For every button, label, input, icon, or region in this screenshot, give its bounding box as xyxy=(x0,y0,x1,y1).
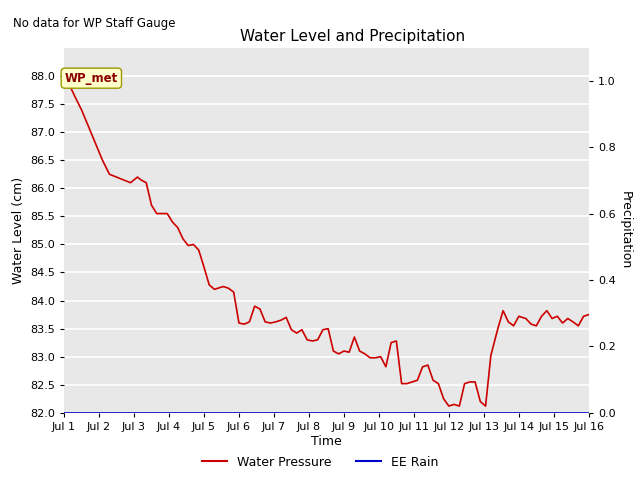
Y-axis label: Precipitation: Precipitation xyxy=(620,191,632,270)
Text: No data for WP Staff Gauge: No data for WP Staff Gauge xyxy=(13,17,175,30)
Text: WP_met: WP_met xyxy=(65,72,118,84)
Title: Water Level and Precipitation: Water Level and Precipitation xyxy=(240,29,465,44)
Legend: Water Pressure, EE Rain: Water Pressure, EE Rain xyxy=(196,451,444,474)
X-axis label: Time: Time xyxy=(311,434,342,448)
Y-axis label: Water Level (cm): Water Level (cm) xyxy=(12,177,24,284)
